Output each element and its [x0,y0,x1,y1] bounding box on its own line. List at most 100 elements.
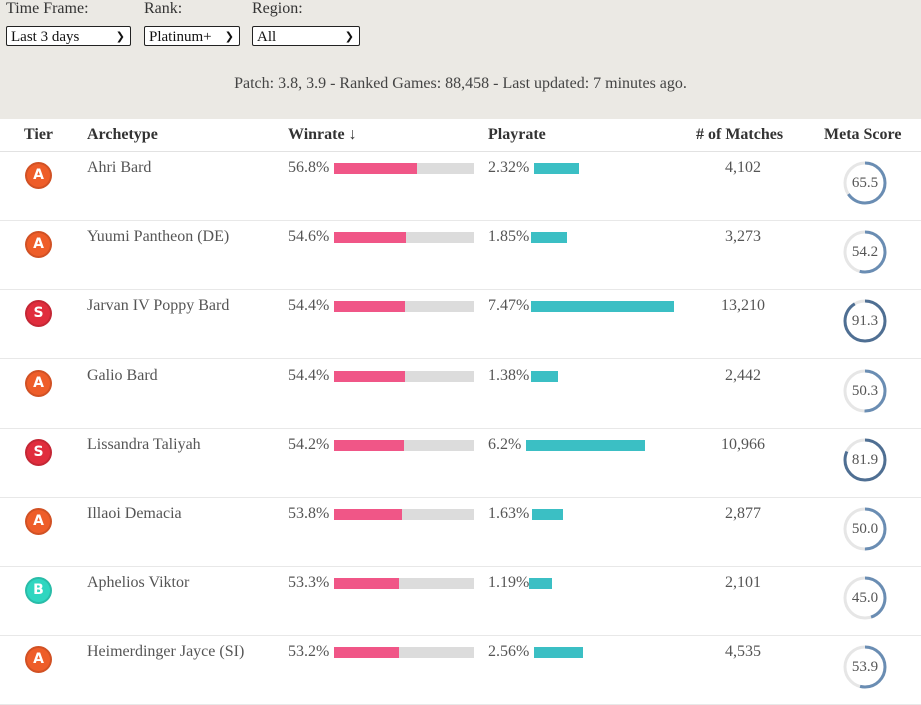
playrate-value: 2.56% [488,643,530,661]
winrate-bar [334,370,474,382]
tier-badge: A [25,508,52,535]
winrate-bar [334,301,474,313]
winrate-header[interactable]: Winrate ↓ [288,126,357,143]
filter-bar: Time Frame: Last 3 days ❯ Rank: Platinum… [0,0,921,119]
matches-header[interactable]: # of Matches [696,126,784,143]
table-row[interactable]: A Illaoi Demacia 53.8% 1.63% 2,877 50.0 [0,497,921,567]
winrate-bar-fill [334,509,402,520]
winrate-bar-fill [334,370,405,382]
matches-count: 13,210 [721,297,765,315]
playrate-value: 7.47% [488,297,530,315]
winrate-bar-fill [334,301,405,313]
winrate-bar-fill [334,578,400,590]
winrate-value: 54.6% [288,228,330,246]
tier-letter: A [33,513,44,529]
meta-score-ring: 50.3 [842,368,888,414]
tier-letter: A [33,651,44,668]
gauge-fill [843,230,887,274]
matches-count: 4,535 [725,643,761,661]
table-row[interactable]: S Lissandra Taliyah 54.2% 6.2% 10,966 81.9 [0,428,921,498]
rank-select[interactable]: Platinum+ ❯ [144,26,240,46]
playrate-bar [531,370,558,382]
meta-score-gauge [843,299,887,343]
archetype-name[interactable]: Lissandra Taliyah [87,435,201,453]
time-frame-label: Time Frame: [6,0,89,17]
archetype-name[interactable]: Ahri Bard [87,159,152,176]
meta-score-value: 50.0 [851,521,879,537]
tier-letter: S [33,443,44,460]
archetype-header[interactable]: Archetype [87,126,158,143]
playrate-bar [531,232,567,244]
chevron-down-icon: ❯ [344,30,354,43]
winrate-value: 54.4% [288,366,330,384]
meta-score-header[interactable]: Meta Score [824,126,902,143]
playrate-bar [534,647,584,659]
archetype-name[interactable]: Galio Bard [87,366,158,384]
chevron-down-icon: ❯ [115,30,125,43]
table-row[interactable]: A Galio Bard 54.4% 1.38% 2,442 50.3 [0,359,921,429]
table-row[interactable]: A Yuumi Pantheon (DE) 54.6% 1.85% 3,273 54.2 [0,220,921,291]
meta-score-value: 91.3 [851,313,879,330]
meta-score-value: 45.0 [851,590,879,607]
tier-letter: A [33,236,44,253]
winrate-bar-fill [334,439,404,451]
rank-label: Rank: [144,0,183,17]
region-select[interactable]: All ❯ [252,26,360,46]
table-row[interactable]: B Aphelios Viktor 53.3% 1.19% 2,101 45.0 [0,566,921,637]
tier-header[interactable]: Tier [24,126,54,143]
winrate-value: 53.8% [288,505,330,522]
tier-letter: A [33,374,44,391]
table-row[interactable]: A Heimerdinger Jayce (SI) 53.2% 2.56% 4,535 5… [0,635,921,705]
matches-count: 10,966 [721,435,765,453]
rank-value: Platinum+ [149,29,212,45]
archetype-name[interactable]: Aphelios Viktor [87,574,190,592]
tier-letter: S [33,305,44,322]
meta-score-value: 81.9 [851,451,879,468]
tier-badge: A [25,231,52,259]
archetype-name[interactable]: Illaoi Demacia [87,505,182,522]
meta-score-ring: 50.0 [842,506,888,552]
playrate-value: 1.63% [488,505,530,522]
winrate-value: 54.4% [288,297,330,315]
playrate-bar [526,439,645,451]
meta-score-value: 65.5 [851,175,879,191]
matches-count: 2,442 [725,366,761,384]
winrate-bar [334,509,474,520]
meta-score-value: 50.3 [851,382,879,399]
playrate-value: 1.19% [488,574,530,592]
meta-score-ring: 65.5 [842,160,888,206]
time-frame-select[interactable]: Last 3 days ❯ [6,26,131,46]
playrate-header[interactable]: Playrate [488,126,546,143]
tier-badge: S [25,438,52,466]
meta-score-gauge [843,438,887,482]
playrate-value: 1.38% [488,366,530,384]
meta-score-gauge [843,576,887,620]
archetype-name[interactable]: Heimerdinger Jayce (SI) [87,643,245,661]
region-label: Region: [252,0,303,17]
playrate-bar [529,578,552,590]
winrate-bar [334,647,474,659]
tier-badge: A [25,646,52,674]
playrate-value: 1.85% [488,228,530,246]
playrate-value: 2.32% [488,159,530,176]
meta-score-gauge [843,161,887,205]
meta-score-gauge [843,230,887,274]
tier-letter: B [33,582,44,599]
table-row[interactable]: A Ahri Bard 56.8% 2.32% 4,102 65.5 [0,151,921,221]
meta-score-ring: 53.9 [842,644,888,690]
winrate-bar [334,578,474,590]
winrate-bar-fill [334,232,406,244]
matches-count: 3,273 [725,228,761,246]
archetype-name[interactable]: Yuumi Pantheon (DE) [87,228,230,246]
tier-badge: A [25,162,52,189]
archetype-name[interactable]: Jarvan IV Poppy Bard [87,297,230,315]
gauge-fill [843,299,887,343]
meta-score-gauge [843,507,887,551]
matches-count: 2,877 [725,505,761,522]
winrate-bar [334,232,474,244]
table-row[interactable]: S Jarvan IV Poppy Bard 54.4% 7.47% 13,210 91.… [0,289,921,360]
gauge-fill [843,576,887,620]
winrate-value: 54.2% [288,435,330,453]
gauge-fill [843,369,887,413]
meta-score-gauge [843,369,887,413]
